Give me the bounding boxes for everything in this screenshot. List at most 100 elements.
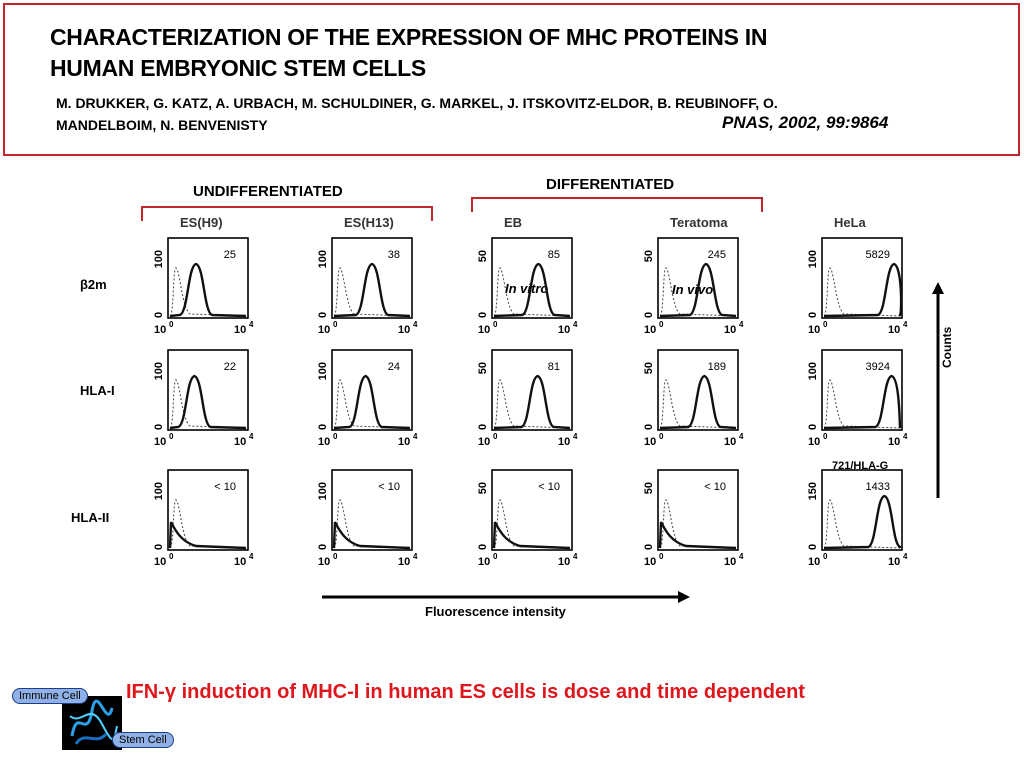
x-tick-max-exp: 4 <box>903 320 908 329</box>
sample-histogram <box>169 374 247 430</box>
x-axis-label: Fluorescence intensity <box>425 604 566 619</box>
y-tick-min: 0 <box>317 312 329 318</box>
histogram-frame <box>821 469 903 551</box>
x-tick-max-exp: 4 <box>413 320 418 329</box>
x-tick-max: 10 <box>398 324 410 336</box>
x-tick-max-exp: 4 <box>573 320 578 329</box>
histogram-frame <box>331 469 413 551</box>
x-tick-min: 10 <box>154 324 166 336</box>
row-label-hla-ii: HLA-II <box>71 510 110 525</box>
y-tick-max: 100 <box>317 482 329 500</box>
control-histogram <box>493 267 571 317</box>
bracket-differentiated <box>471 197 763 212</box>
x-tick-min-exp: 0 <box>659 552 664 561</box>
authors: M. DRUKKER, G. KATZ, A. URBACH, M. SCHUL… <box>56 92 946 136</box>
x-tick-min-exp: 0 <box>823 552 828 561</box>
x-tick-min-exp: 0 <box>823 432 828 441</box>
x-tick-min: 10 <box>644 324 656 336</box>
x-tick-max-exp: 4 <box>573 432 578 441</box>
sample-histogram <box>659 262 737 318</box>
sample-histogram <box>169 262 247 318</box>
x-tick-min-exp: 0 <box>169 320 174 329</box>
y-tick-min: 0 <box>317 424 329 430</box>
x-tick-min: 10 <box>318 436 330 448</box>
control-histogram <box>169 267 247 317</box>
histogram-frame <box>821 237 903 319</box>
histogram-frame <box>167 349 249 431</box>
y-tick-min: 0 <box>477 544 489 550</box>
mfi-value: < 10 <box>378 481 400 493</box>
sample-histogram <box>492 521 571 550</box>
x-tick-min: 10 <box>154 436 166 448</box>
note-in-vivo: In vivo <box>672 282 714 297</box>
x-tick-max: 10 <box>234 556 246 568</box>
y-tick-max: 50 <box>477 250 489 262</box>
mfi-value: 81 <box>548 361 560 373</box>
x-tick-min: 10 <box>808 436 820 448</box>
x-tick-max: 10 <box>558 556 570 568</box>
x-tick-max: 10 <box>888 324 900 336</box>
y-tick-min: 0 <box>477 424 489 430</box>
histogram-frame <box>331 237 413 319</box>
x-tick-max-exp: 4 <box>739 552 744 561</box>
group-differentiated-label: DIFFERENTIATED <box>546 176 675 193</box>
y-tick-min: 0 <box>807 312 819 318</box>
histogram-frame <box>167 237 249 319</box>
y-tick-max: 100 <box>153 250 165 268</box>
control-histogram <box>169 379 247 429</box>
y-tick-max: 100 <box>317 362 329 380</box>
y-tick-min: 0 <box>643 312 655 318</box>
mfi-value: 22 <box>224 361 236 373</box>
citation: PNAS, 2002, 99:9864 <box>722 113 889 132</box>
x-tick-max: 10 <box>234 436 246 448</box>
y-tick-min: 0 <box>153 424 165 430</box>
x-tick-max-exp: 4 <box>413 432 418 441</box>
x-tick-max: 10 <box>398 556 410 568</box>
mfi-value: < 10 <box>538 481 560 493</box>
x-tick-min-exp: 0 <box>659 432 664 441</box>
sample-histogram <box>332 521 411 550</box>
y-tick-max: 100 <box>153 482 165 500</box>
x-tick-min-exp: 0 <box>493 320 498 329</box>
control-histogram <box>659 267 737 317</box>
y-tick-min: 0 <box>807 424 819 430</box>
y-tick-min: 0 <box>643 424 655 430</box>
x-tick-max-exp: 4 <box>413 552 418 561</box>
x-tick-min-exp: 0 <box>493 432 498 441</box>
y-tick-max: 50 <box>643 362 655 374</box>
column-header: ES(H13) <box>344 215 394 230</box>
y-tick-max: 150 <box>807 482 819 500</box>
x-tick-min-exp: 0 <box>169 432 174 441</box>
x-tick-min: 10 <box>154 556 166 568</box>
row-label-b2m: β2m <box>80 277 107 292</box>
control-histogram <box>659 379 737 429</box>
sample-histogram <box>333 262 411 318</box>
y-tick-min: 0 <box>477 312 489 318</box>
title-line-2: HUMAN EMBRYONIC STEM CELLS <box>50 55 426 81</box>
control-histogram <box>169 499 247 549</box>
mfi-value: 3924 <box>866 361 890 373</box>
sample-histogram <box>823 374 902 430</box>
control-histogram <box>493 499 571 549</box>
histogram-frame <box>491 469 573 551</box>
control-histogram <box>493 379 571 429</box>
y-tick-max: 50 <box>643 482 655 494</box>
immune-cell-badge: Immune Cell <box>12 688 88 704</box>
x-tick-max: 10 <box>398 436 410 448</box>
x-tick-min-exp: 0 <box>493 552 498 561</box>
conclusion-prefix: IFN- <box>126 681 165 703</box>
x-tick-max: 10 <box>724 324 736 336</box>
x-tick-min-exp: 0 <box>333 552 338 561</box>
note-in-vitro: In vitro <box>505 281 549 296</box>
histogram-frame <box>657 469 739 551</box>
authors-line-2: MANDELBOIM, N. BENVENISTY <box>56 117 268 133</box>
x-tick-min-exp: 0 <box>823 320 828 329</box>
title-line-1: CHARACTERIZATION OF THE EXPRESSION OF MH… <box>50 24 768 50</box>
authors-line-1: M. DRUKKER, G. KATZ, A. URBACH, M. SCHUL… <box>56 95 778 111</box>
histogram-frame <box>821 349 903 431</box>
x-tick-max: 10 <box>724 556 736 568</box>
x-tick-min: 10 <box>318 324 330 336</box>
sample-histogram <box>823 494 902 550</box>
column-header: HeLa <box>834 215 867 230</box>
x-tick-max: 10 <box>888 556 900 568</box>
